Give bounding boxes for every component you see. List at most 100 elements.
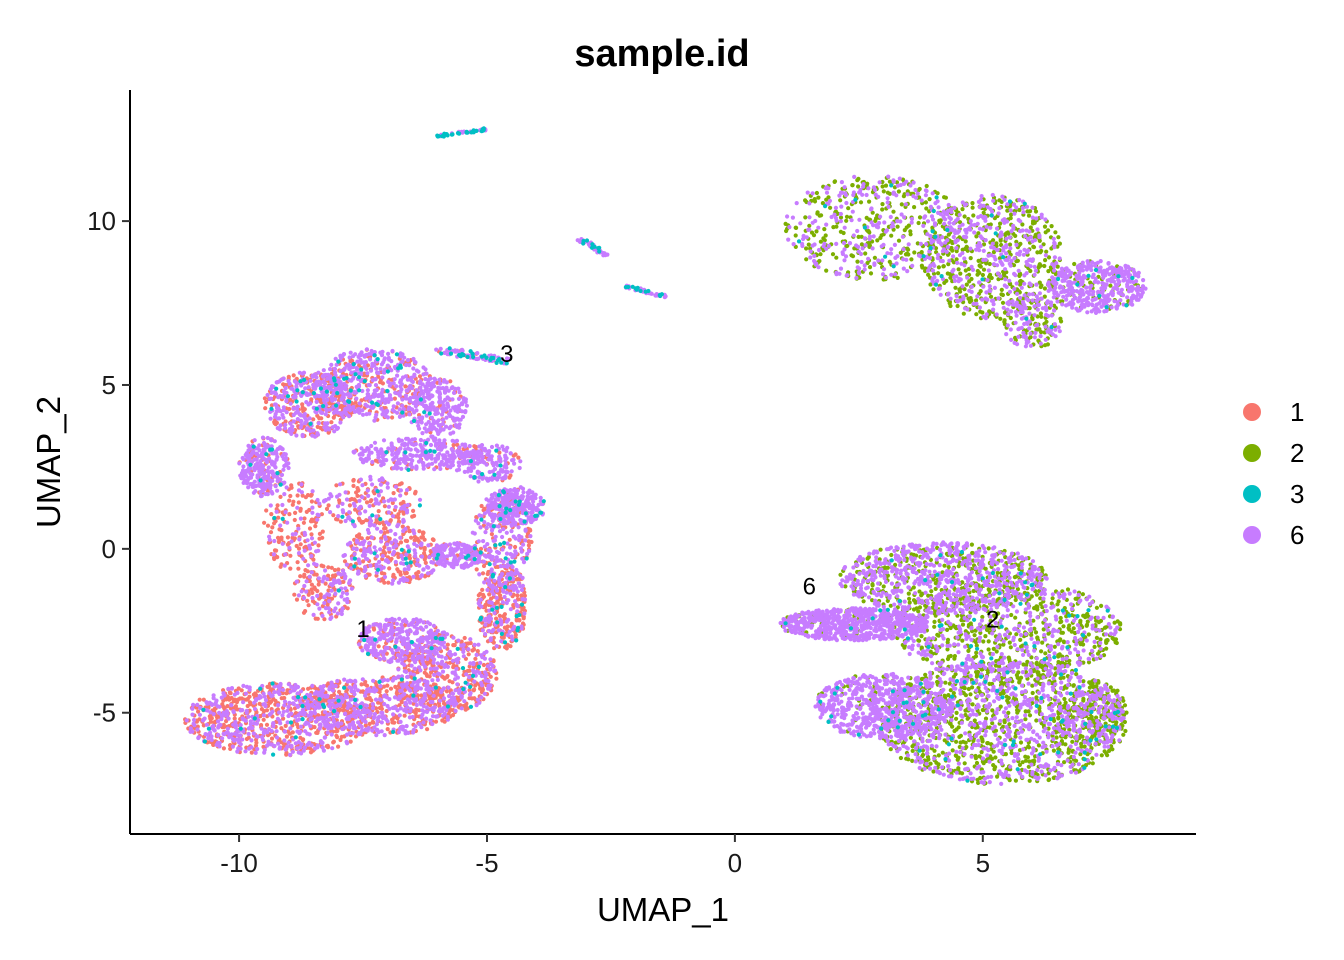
scatter-point — [1050, 596, 1055, 601]
scatter-point — [522, 593, 528, 598]
scatter-point — [422, 547, 427, 552]
scatter-point — [316, 713, 321, 718]
scatter-point — [302, 516, 307, 521]
scatter-point — [1046, 269, 1051, 274]
scatter-point — [1026, 213, 1032, 218]
scatter-point — [482, 604, 487, 609]
scatter-point — [908, 682, 914, 687]
scatter-point — [1080, 592, 1085, 597]
scatter-point — [1034, 718, 1039, 723]
scatter-point — [1039, 283, 1044, 288]
scatter-point — [907, 600, 912, 605]
scatter-point — [261, 717, 266, 722]
scatter-point — [303, 568, 308, 573]
chart-title: sample.id — [574, 33, 749, 75]
scatter-point — [887, 259, 892, 264]
scatter-point — [986, 639, 991, 644]
scatter-point — [1079, 741, 1084, 746]
scatter-point — [1000, 292, 1006, 298]
scatter-point — [279, 528, 284, 533]
scatter-point — [969, 542, 975, 547]
scatter-point — [382, 580, 387, 585]
scatter-point — [927, 197, 932, 202]
scatter-point — [1038, 311, 1043, 316]
scatter-point — [804, 246, 809, 251]
scatter-point — [924, 657, 930, 662]
scatter-point — [872, 255, 878, 260]
scatter-point — [964, 744, 969, 750]
scatter-point — [515, 593, 520, 598]
scatter-point — [1016, 670, 1021, 675]
scatter-point — [1017, 678, 1022, 683]
scatter-point — [861, 599, 866, 604]
scatter-point — [413, 710, 418, 715]
scatter-point — [298, 735, 303, 740]
scatter-point — [468, 640, 473, 646]
scatter-point — [513, 452, 518, 457]
scatter-point — [249, 750, 254, 755]
scatter-point — [1026, 745, 1032, 750]
scatter-point — [987, 589, 992, 594]
scatter-point — [338, 737, 343, 743]
scatter-point — [945, 627, 950, 633]
scatter-point — [929, 589, 934, 594]
scatter-point — [981, 267, 987, 272]
scatter-point — [995, 570, 1000, 575]
scatter-point — [371, 720, 376, 725]
scatter-point — [295, 493, 300, 498]
scatter-point — [1071, 626, 1076, 631]
scatter-point — [855, 178, 860, 183]
scatter-point — [356, 488, 361, 493]
scatter-point — [980, 272, 986, 278]
scatter-point — [367, 721, 372, 727]
scatter-point — [339, 734, 344, 739]
scatter-point — [381, 684, 387, 689]
scatter-point — [1078, 618, 1083, 624]
scatter-point — [974, 650, 979, 655]
scatter-point — [936, 271, 941, 276]
scatter-point — [911, 607, 917, 612]
scatter-point — [974, 760, 980, 766]
scatter-point — [924, 206, 929, 211]
scatter-point — [312, 725, 317, 730]
scatter-point — [958, 271, 963, 276]
scatter-point — [264, 722, 270, 727]
scatter-point — [962, 761, 967, 766]
scatter-point — [1033, 233, 1038, 238]
scatter-point — [1090, 761, 1095, 766]
scatter-point — [463, 703, 468, 708]
scatter-point — [964, 282, 969, 287]
scatter-point — [514, 577, 519, 582]
scatter-point — [1052, 644, 1057, 649]
scatter-point — [504, 646, 509, 651]
scatter-point — [355, 493, 360, 498]
scatter-point — [428, 670, 434, 675]
scatter-point — [474, 515, 479, 520]
scatter-point — [407, 658, 412, 663]
scatter-point — [993, 755, 998, 760]
scatter-point — [954, 716, 959, 721]
scatter-point — [942, 280, 947, 285]
scatter-point — [979, 735, 984, 740]
scatter-point — [517, 618, 522, 623]
scatter-point — [937, 220, 943, 225]
scatter-point — [838, 229, 844, 234]
scatter-point — [1000, 300, 1006, 305]
scatter-point — [292, 592, 297, 597]
scatter-point — [296, 500, 301, 505]
scatter-point — [364, 518, 369, 523]
scatter-point — [924, 183, 929, 189]
scatter-point — [324, 506, 330, 511]
scatter-point — [353, 400, 358, 405]
scatter-point — [1002, 271, 1007, 276]
scatter-point — [301, 520, 306, 525]
scatter-point — [505, 642, 510, 648]
scatter-point — [1056, 716, 1061, 721]
scatter-point — [417, 529, 422, 534]
scatter-point — [1004, 694, 1009, 699]
scatter-point — [1037, 238, 1042, 243]
scatter-point — [388, 686, 394, 691]
scatter-point — [316, 582, 321, 587]
scatter-point — [465, 668, 470, 674]
scatter-point — [1013, 778, 1019, 783]
